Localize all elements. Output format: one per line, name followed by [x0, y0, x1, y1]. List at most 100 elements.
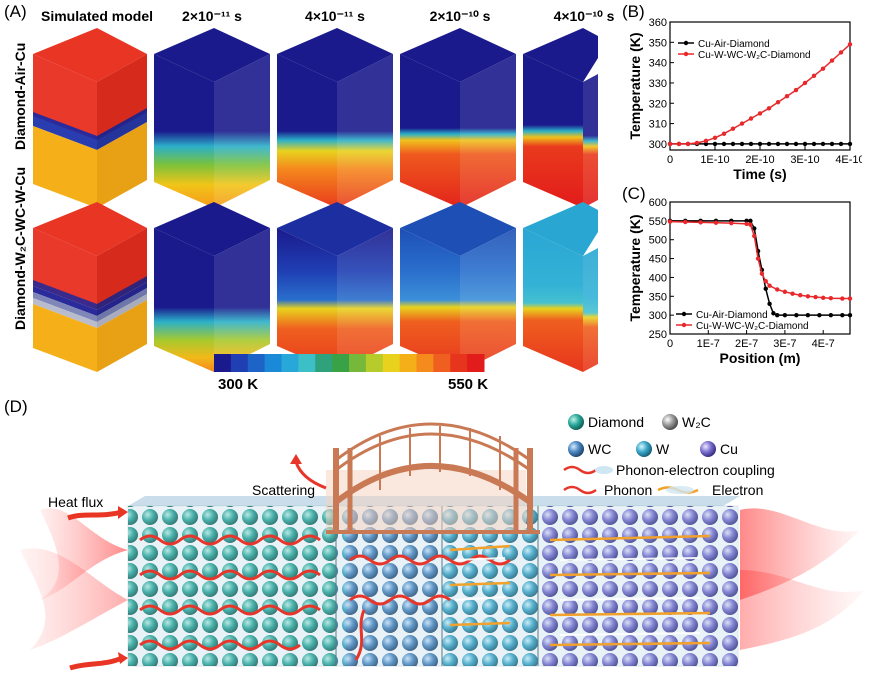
data-point [748, 116, 754, 121]
column-title-2e-11: 2×10⁻¹¹ s [182, 8, 242, 24]
cube-diamond-w2c-wc-w-cu-2e-11 [154, 202, 270, 372]
colorbar-segment [467, 354, 485, 372]
x-tick-label: 4E-7 [812, 338, 835, 350]
legend-label: Cu-Air-Diamond [696, 310, 768, 321]
colorbar-segment [332, 354, 350, 372]
legend-electron: Electron [712, 482, 764, 498]
data-point [748, 141, 754, 147]
cube-diamond-air-cu-4e-10 [523, 28, 598, 208]
x-tick-label: 3E-10 [790, 154, 819, 166]
x-tick-label: 0 [667, 338, 673, 350]
data-point [698, 220, 703, 225]
legend-w2c: W₂C [682, 414, 711, 430]
data-point [752, 226, 757, 231]
x-tick-label: 2E-10 [745, 154, 774, 166]
data-point [784, 141, 790, 147]
y-tick-label: 400 [649, 272, 667, 284]
data-point [676, 141, 682, 147]
legend-diamond: Diamond [588, 414, 645, 430]
data-point [817, 312, 822, 318]
y-tick-label: 300 [649, 139, 667, 151]
heat-flux-wisps-left [20, 508, 128, 650]
y-axis-label: Temperature (K) [627, 214, 643, 321]
data-point [757, 141, 763, 147]
legend-phonon-electron-coupling: Phonon-electron coupling [616, 462, 775, 478]
data-point [729, 220, 734, 226]
data-point [840, 296, 845, 301]
x-tick-label: 0 [667, 154, 673, 166]
data-point [744, 221, 749, 227]
heat-flux-wisps-right [740, 508, 865, 650]
column-title-4e-11: 4×10⁻¹¹ s [305, 8, 365, 24]
x-tick-label: 4E-10 [835, 154, 862, 166]
data-point [790, 291, 795, 296]
diamond-atom-icon [568, 414, 584, 430]
column-title-simulated-model: Simulated model [40, 8, 154, 24]
x-tick-label: 1E-10 [700, 154, 729, 166]
chart-c: 250 300 350 400 450 500 550 600 0 1E-7 2E-7 3E-7 4E-… [627, 197, 853, 366]
colorbar-segment [399, 354, 417, 372]
data-point [847, 141, 853, 147]
legend-d [563, 414, 716, 495]
cube-diamond-w2c-wc-w-cu-2e-10 [400, 202, 516, 372]
data-point [766, 141, 772, 147]
data-point [847, 312, 853, 318]
data-point [775, 141, 781, 147]
data-point [840, 312, 845, 318]
heat-flux-arrow-icon [67, 509, 123, 521]
x-axis-label: Position (m) [720, 350, 801, 366]
data-point [805, 312, 811, 318]
legend-label: Cu-Air-Diamond [698, 39, 770, 50]
legend-label: Cu-W-WC-W₂C-Diamond [698, 50, 811, 61]
phonon-electron-coupling-icon [563, 465, 597, 475]
legend-marker [683, 51, 689, 57]
legend-w: W [656, 441, 670, 457]
data-point [739, 141, 745, 147]
data-point [793, 141, 799, 147]
data-point [763, 286, 768, 291]
data-point [794, 312, 799, 318]
y-tick-label: 600 [649, 197, 667, 209]
series-line [669, 220, 850, 300]
data-point [820, 295, 826, 300]
cube-diamond-w2c-wc-w-cu-4e-11 [277, 202, 393, 372]
colorbar-min-label: 300 K [218, 376, 259, 393]
column-title-2e-10: 2×10⁻¹⁰ s [429, 8, 491, 24]
colorbar-segment [247, 354, 266, 372]
legend-marker [681, 311, 687, 317]
colorbar-segment [264, 354, 282, 372]
chart-b: 300 310 320 330 340 350 360 0 1E-10 2E-10 3E-10 4E-… [627, 17, 862, 182]
data-point [838, 50, 844, 55]
data-point [775, 312, 780, 318]
legend-marker [681, 322, 687, 328]
panel-b-label: (B) [622, 2, 645, 21]
data-point [782, 289, 788, 294]
y-tick-label: 360 [649, 17, 667, 29]
colorbar-segment [281, 354, 299, 372]
data-point [748, 218, 753, 224]
colorbar-segment [230, 354, 249, 372]
data-point [828, 312, 834, 318]
data-point [828, 295, 834, 301]
data-point [712, 135, 718, 141]
data-point [820, 66, 826, 71]
colorbar-segment [416, 354, 434, 372]
data-point [730, 126, 736, 131]
colorbar-max-label: 550 K [448, 376, 489, 393]
cu-atom-icon [700, 441, 716, 457]
data-point [793, 87, 799, 93]
data-point [739, 121, 745, 126]
cube-grid [33, 28, 598, 372]
data-point [798, 292, 803, 298]
data-point [847, 296, 853, 301]
x-tick-label: 3E-7 [773, 338, 796, 350]
colorbar-segment [315, 354, 333, 372]
colorbar-segment [298, 354, 316, 372]
legend-marker [683, 40, 689, 46]
data-point [685, 141, 691, 147]
data-point [721, 141, 727, 147]
y-tick-label: 300 [649, 310, 667, 322]
cube-diamond-air-cu-2e-10 [400, 28, 516, 208]
scattering-label: Scattering [252, 482, 316, 498]
y-tick-label: 450 [649, 254, 667, 266]
